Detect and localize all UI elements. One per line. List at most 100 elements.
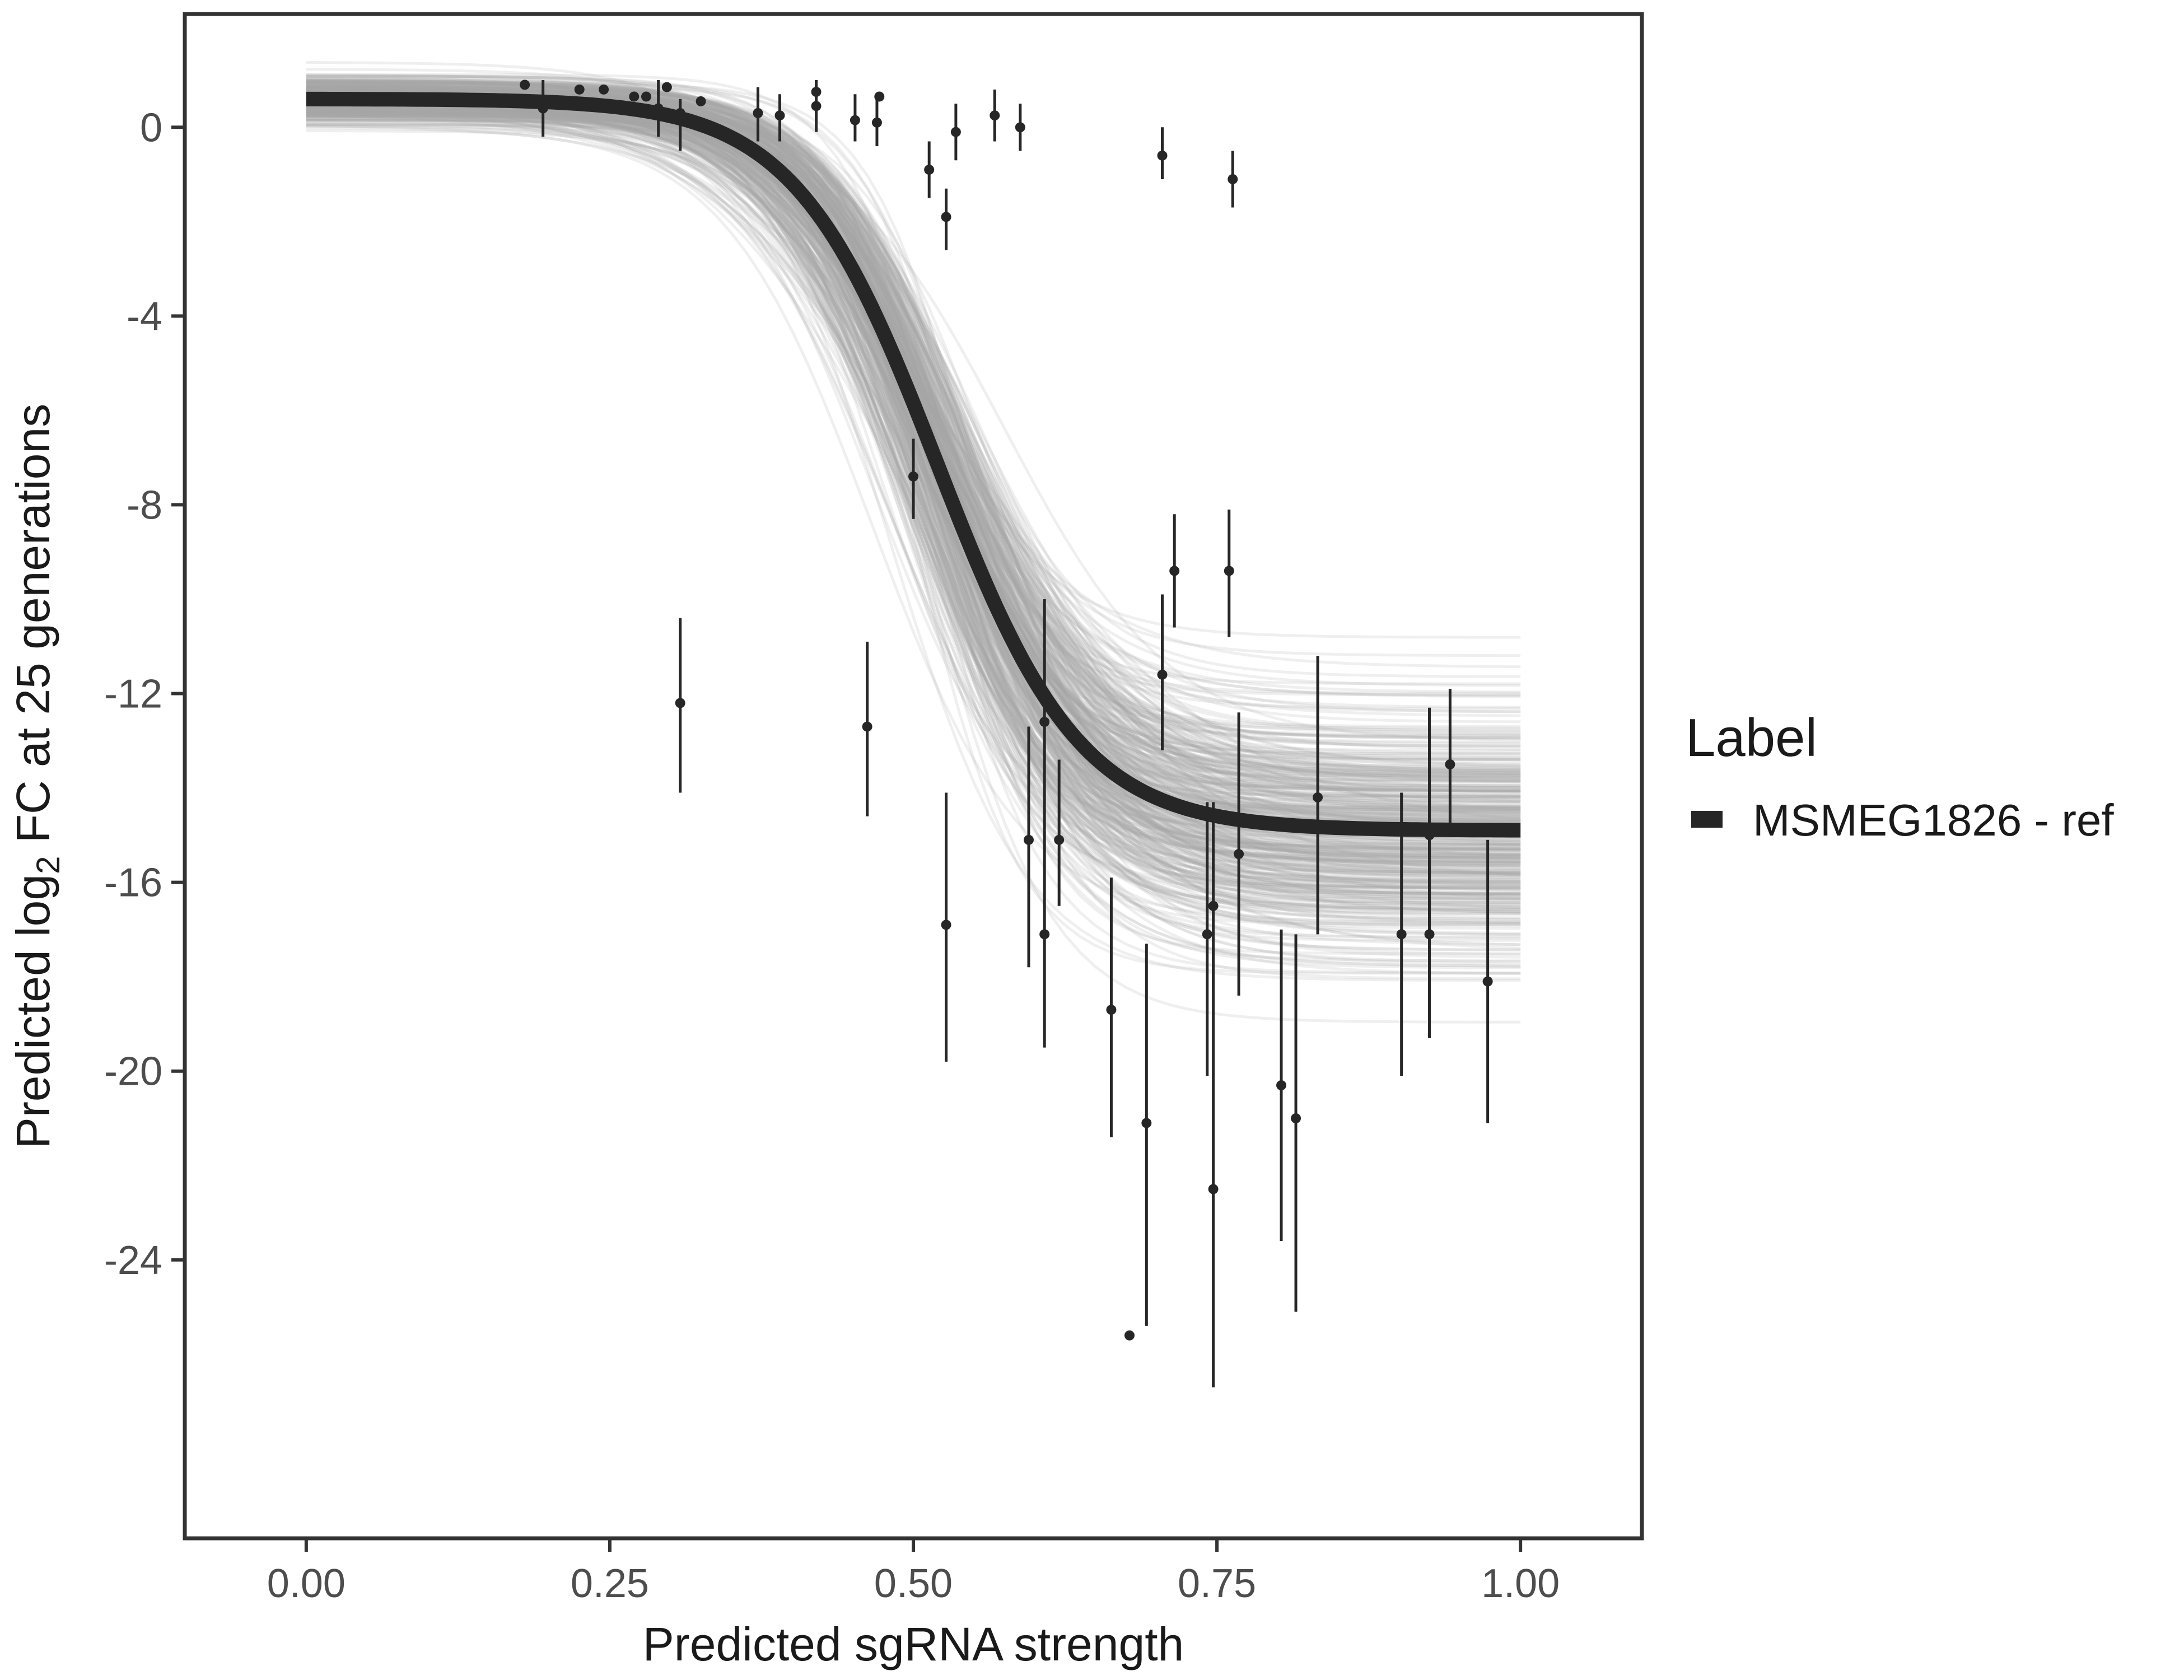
point-marker (574, 84, 585, 95)
posterior-draw-curve (306, 112, 1521, 940)
point-marker (641, 91, 651, 102)
data-point (1313, 656, 1323, 935)
point-marker (629, 91, 640, 102)
data-point (1224, 509, 1234, 637)
data-point (641, 91, 651, 102)
point-marker (924, 165, 935, 175)
point-marker (874, 91, 885, 102)
point-marker (1208, 900, 1219, 911)
y-tick-label: -24 (104, 1238, 162, 1283)
data-point (1202, 802, 1212, 1076)
y-tick-label: 0 (140, 105, 162, 150)
data-point (774, 94, 785, 142)
point-marker (675, 698, 685, 708)
data-point (1023, 726, 1034, 968)
x-tick-label: 0.00 (267, 1561, 346, 1606)
point-marker (753, 108, 763, 118)
y-axis: 0 -4 -8 -12 -16 -20 -24 (104, 105, 183, 1283)
data-point (696, 96, 706, 106)
point-marker (1224, 566, 1234, 576)
point-marker (811, 87, 822, 97)
data-point (941, 792, 951, 1062)
data-point (908, 438, 918, 519)
point-marker (661, 82, 672, 92)
point-marker (1228, 174, 1238, 184)
point-marker (1157, 669, 1168, 680)
data-point (1106, 878, 1117, 1137)
posterior-draw-curve (306, 86, 1521, 975)
data-point (1054, 759, 1065, 906)
data-points (520, 80, 1493, 1388)
data-point (941, 188, 951, 250)
point-marker (1234, 849, 1244, 860)
data-point (1157, 594, 1168, 750)
data-point (1039, 830, 1050, 1048)
point-marker (1482, 976, 1493, 987)
plot-frame (183, 12, 1644, 1541)
point-marker (1054, 834, 1065, 845)
point-marker (990, 110, 1000, 121)
data-point (1015, 104, 1025, 151)
point-marker (1015, 122, 1025, 133)
y-axis-title: Predicted log2 FC at 25 generations (7, 404, 67, 1149)
point-marker (1141, 1118, 1152, 1128)
point-marker (1291, 1113, 1301, 1123)
data-point (675, 99, 685, 151)
point-marker (538, 103, 548, 114)
point-marker (811, 101, 822, 111)
point-marker (1445, 759, 1455, 769)
data-point (871, 94, 882, 146)
data-point (1396, 792, 1407, 1076)
point-marker (1313, 792, 1323, 802)
point-marker (599, 84, 609, 95)
data-point (629, 91, 640, 102)
point-marker (1023, 834, 1034, 845)
data-point (675, 618, 685, 793)
data-point (1039, 599, 1050, 830)
data-point (990, 89, 1000, 142)
data-point (1208, 948, 1219, 1388)
point-marker (1202, 929, 1212, 940)
data-point (850, 94, 860, 142)
legend-entry-label: MSMEG1826 - ref (1753, 795, 2114, 845)
y-tick-label: -4 (127, 294, 162, 339)
data-point (520, 80, 530, 90)
legend-title: Label (1686, 708, 1817, 768)
point-marker (1208, 1184, 1219, 1194)
legend: Label MSMEG1826 - ref (1686, 708, 2114, 845)
point-marker (862, 721, 872, 732)
data-point (1228, 151, 1238, 208)
point-marker (1039, 929, 1050, 940)
posterior-draw-curve (306, 86, 1521, 959)
point-marker (1124, 1330, 1135, 1341)
y-axis-title-prefix: Predicted log (7, 874, 59, 1149)
data-point (574, 84, 585, 95)
data-point (950, 104, 961, 161)
x-axis: 0.00 0.25 0.50 0.75 1.00 (267, 1540, 1560, 1606)
data-point (1169, 514, 1180, 628)
point-marker (1039, 717, 1050, 727)
point-marker (1276, 1080, 1287, 1090)
x-tick-label: 0.25 (571, 1561, 649, 1606)
x-tick-label: 0.50 (874, 1561, 953, 1606)
y-axis-title-suffix: FC at 25 generations (7, 404, 59, 856)
y-tick-label: -20 (104, 1049, 162, 1094)
point-marker (1106, 1005, 1117, 1015)
point-marker (520, 80, 530, 90)
legend-key (1691, 811, 1723, 828)
data-point (538, 80, 548, 137)
y-tick-label: -16 (104, 861, 162, 906)
posterior-draw-curve (306, 77, 1521, 982)
data-point (1157, 127, 1168, 179)
y-axis-title-subscript: 2 (30, 856, 67, 874)
data-point (1276, 929, 1287, 1242)
x-tick-label: 1.00 (1481, 1561, 1560, 1606)
point-marker (871, 117, 882, 128)
data-point (1424, 821, 1435, 1038)
data-point (811, 87, 822, 97)
posterior-draw-curve (306, 85, 1521, 942)
point-marker (675, 108, 685, 118)
x-axis-title: Predicted sgRNA strength (643, 1618, 1184, 1670)
